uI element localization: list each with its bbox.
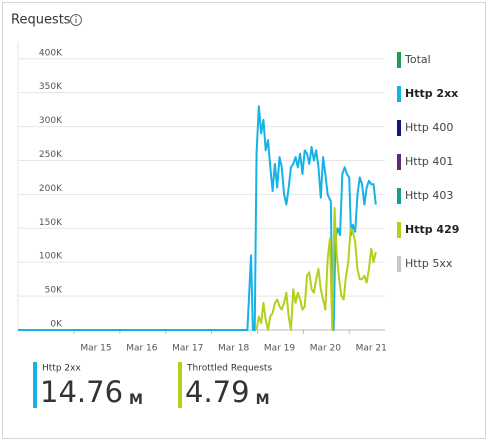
- summary-unit: M: [129, 392, 143, 408]
- x-tick-label: Mar 18: [218, 344, 250, 354]
- chart-title: Requests: [11, 13, 71, 28]
- series-line: [255, 206, 377, 331]
- legend-swatch[interactable]: [397, 120, 401, 136]
- legend-label[interactable]: Total: [404, 53, 431, 66]
- legend-label[interactable]: Http 5xx: [405, 257, 453, 270]
- y-tick-label: 0K: [50, 320, 63, 330]
- summary-value: 4.79: [185, 375, 250, 409]
- y-tick-label: 300K: [39, 116, 63, 126]
- x-tick-label: Mar 19: [264, 344, 296, 354]
- x-tick-label: Mar 15: [80, 344, 111, 354]
- legend-label[interactable]: Http 401: [405, 155, 453, 168]
- legend-swatch[interactable]: [397, 86, 401, 102]
- y-tick-label: 50K: [45, 286, 63, 296]
- info-icon[interactable]: [70, 14, 82, 26]
- y-tick-label: 150K: [39, 218, 63, 228]
- y-tick-label: 350K: [39, 82, 63, 92]
- legend-label[interactable]: Http 2xx: [405, 87, 458, 100]
- y-tick-label: 250K: [39, 150, 63, 160]
- summary-unit: M: [256, 392, 270, 408]
- x-tick-label: Mar 21: [356, 344, 387, 354]
- y-tick-label: 100K: [39, 252, 63, 262]
- series-line: [18, 105, 377, 331]
- y-tick-label: 400K: [39, 48, 63, 58]
- legend-label[interactable]: Http 403: [405, 189, 453, 202]
- legend-swatch[interactable]: [397, 188, 401, 204]
- legend-swatch[interactable]: [397, 222, 401, 238]
- legend-label[interactable]: Http 400: [405, 121, 453, 134]
- x-tick-label: Mar 16: [126, 344, 158, 354]
- y-tick-label: 200K: [39, 184, 63, 194]
- summary-bar: [33, 362, 37, 408]
- x-tick-label: Mar 20: [310, 344, 342, 354]
- legend-swatch[interactable]: [397, 256, 401, 272]
- x-tick-label: Mar 17: [172, 344, 203, 354]
- legend-swatch[interactable]: [397, 154, 401, 170]
- summary-label: Http 2xx: [42, 364, 81, 374]
- summary-bar: [178, 362, 182, 408]
- summary-label: Throttled Requests: [186, 364, 272, 374]
- summary-value: 14.76: [40, 375, 123, 409]
- card: [2, 2, 486, 439]
- legend-swatch[interactable]: [397, 52, 401, 68]
- legend-label[interactable]: Http 429: [405, 223, 459, 236]
